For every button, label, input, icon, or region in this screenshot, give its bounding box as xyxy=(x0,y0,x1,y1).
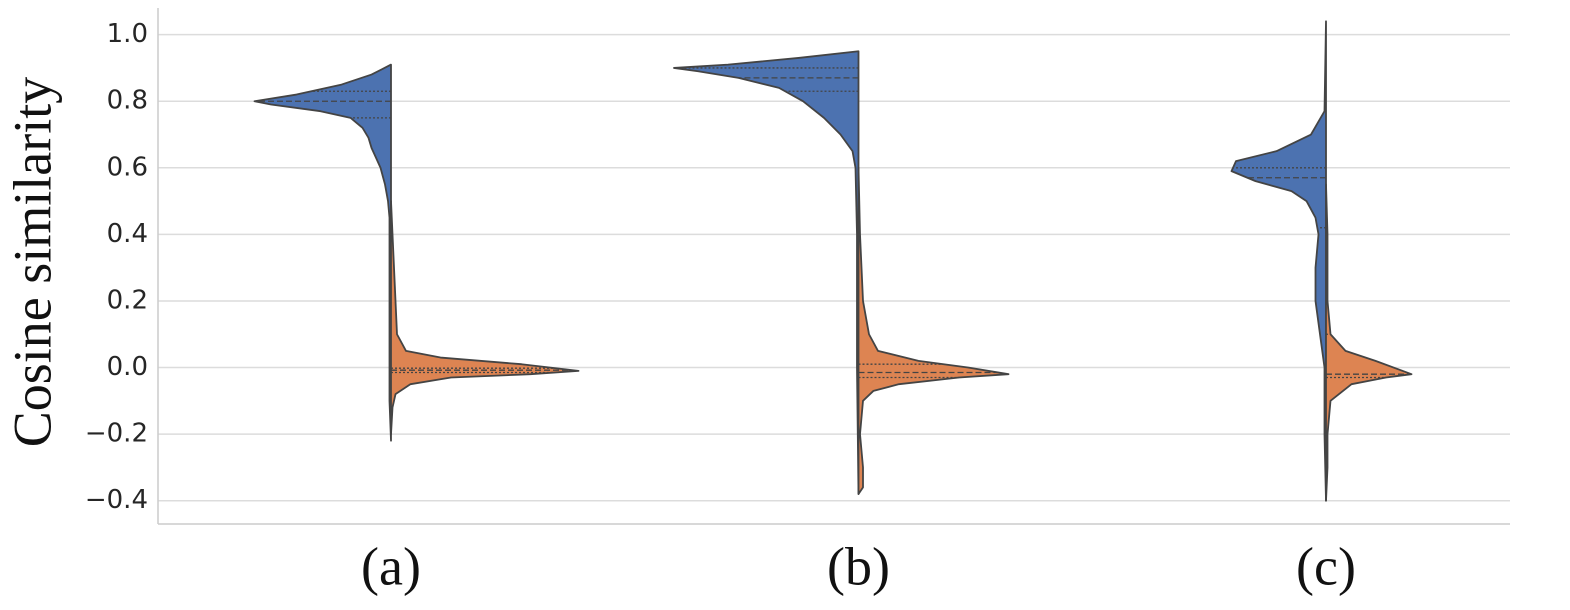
y-tick-label: 0.4 xyxy=(107,219,148,249)
y-axis-label: Cosine similarity xyxy=(2,77,62,448)
y-tick-label: 0.8 xyxy=(107,86,148,116)
violin-half xyxy=(1325,183,1413,502)
violin-half xyxy=(673,50,860,495)
x-tick-label: (a) xyxy=(361,536,421,596)
y-tick-label: −0.4 xyxy=(85,485,148,515)
violin-half xyxy=(390,200,580,436)
y-tick-label: 0.0 xyxy=(107,352,148,382)
x-tick-label: (c) xyxy=(1296,536,1356,596)
violin-half xyxy=(857,166,1010,495)
y-tick-label: 0.6 xyxy=(107,152,148,182)
violin-half xyxy=(253,63,392,442)
x-tick-label: (b) xyxy=(827,536,890,596)
y-tick-label: −0.2 xyxy=(85,419,148,449)
y-tick-label: 0.2 xyxy=(107,285,148,315)
y-tick-label: 1.0 xyxy=(107,19,148,49)
violin-half xyxy=(1230,20,1327,502)
